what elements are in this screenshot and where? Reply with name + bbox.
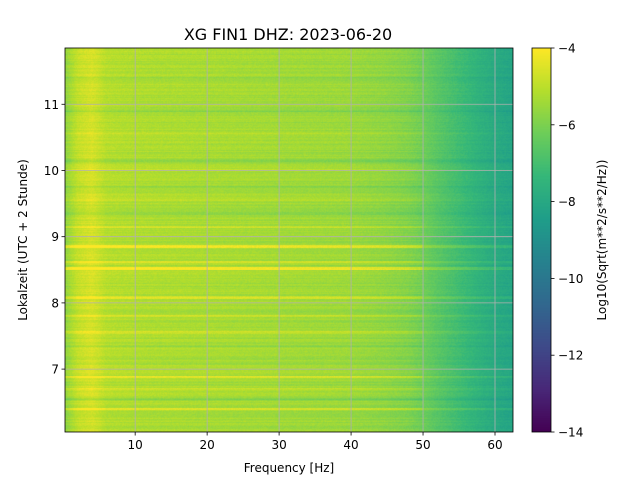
- colorbar-tick-label: −6: [558, 118, 576, 132]
- y-tick-label: 7: [51, 363, 59, 377]
- spectrogram-image: [65, 48, 513, 432]
- x-tick-label: 50: [415, 438, 430, 452]
- colorbar-label: Log10(Sqrt(m**2/s**2/Hz)): [595, 160, 609, 321]
- colorbar-gradient: [532, 48, 551, 432]
- y-tick-label: 10: [44, 164, 59, 178]
- colorbar-ticks: −14 −12 −10 −8 −6 −4: [551, 42, 583, 440]
- x-tick-label: 20: [199, 438, 214, 452]
- colorbar-tick-label: −14: [558, 426, 583, 440]
- x-tick-label: 40: [343, 438, 358, 452]
- colorbar-tick-label: −4: [558, 42, 576, 56]
- colorbar-frame: [531, 47, 552, 433]
- colorbar-tick-label: −12: [558, 349, 583, 363]
- x-axis-label: Frequency [Hz]: [244, 461, 335, 475]
- x-tick-label: 10: [128, 438, 143, 452]
- colorbar-tick-label: −10: [558, 272, 583, 286]
- y-tick-label: 8: [51, 296, 59, 310]
- y-axis-label: Lokalzeit (UTC + 2 Stunde): [16, 159, 30, 321]
- x-tick-label: 60: [487, 438, 502, 452]
- colorbar: −14 −12 −10 −8 −6 −4 Log10(Sqrt(m**2/s**2/Hz)…: [531, 42, 609, 440]
- x-tick-label: 30: [271, 438, 286, 452]
- x-axis: 10 20 30 40 50 60: [128, 432, 503, 452]
- y-axis: 7 8 9 10 11: [44, 98, 65, 377]
- plot-area: [64, 47, 514, 433]
- y-tick-label: 9: [51, 230, 59, 244]
- colorbar-gradient-container: [532, 48, 551, 432]
- chart-title: XG FIN1 DHZ: 2023-06-20: [184, 25, 392, 44]
- colorbar-tick-label: −8: [558, 195, 576, 209]
- y-tick-label: 11: [44, 98, 59, 112]
- plot-frame: [64, 47, 514, 433]
- grid-lines: [65, 48, 513, 432]
- spectrogram-image-container: [65, 48, 513, 432]
